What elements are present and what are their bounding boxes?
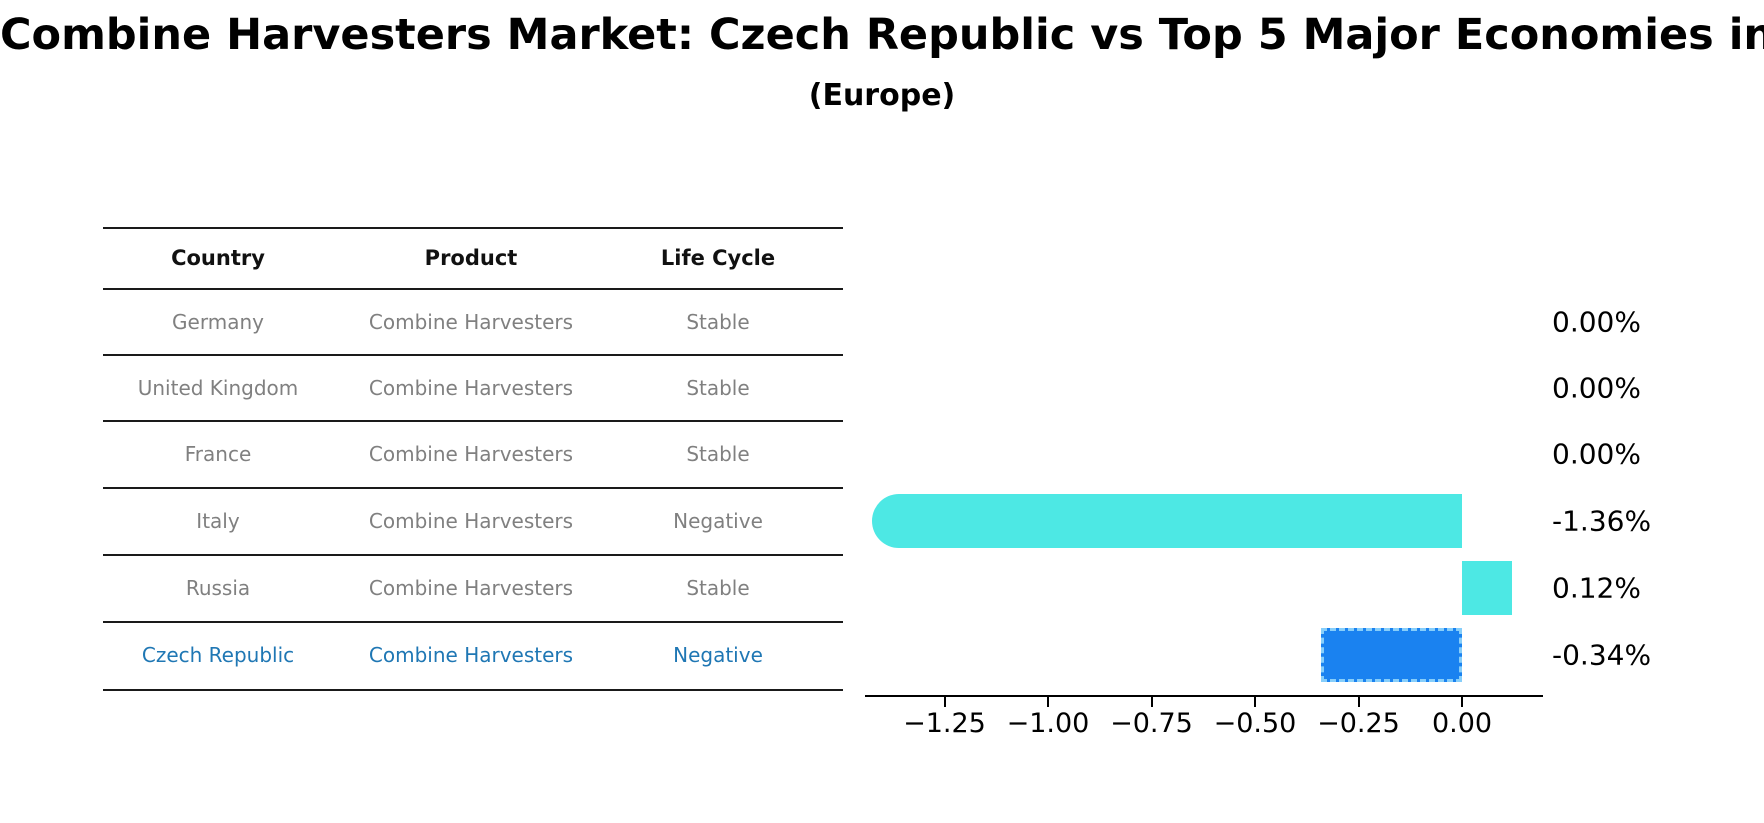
table-row-rule <box>103 554 843 556</box>
cell-life-cycle: Stable <box>686 376 750 400</box>
cell-product: Combine Harvesters <box>368 310 574 334</box>
x-axis-tick-label: −0.50 <box>1213 708 1297 739</box>
cell-product: Combine Harvesters <box>368 509 574 533</box>
table-top-rule <box>103 227 843 229</box>
cell-country: Italy <box>196 509 240 533</box>
value-label-czech-republic: -0.34% <box>1552 638 1652 672</box>
chart-subtitle: (Europe) <box>808 78 956 113</box>
cell-life-cycle: Negative <box>673 643 763 667</box>
cell-country: Germany <box>172 310 264 334</box>
x-axis-tick-label: 0.00 <box>1431 708 1493 739</box>
cell-life-cycle: Stable <box>686 442 750 466</box>
cell-country: Russia <box>185 576 251 600</box>
cell-life-cycle: Stable <box>686 310 750 334</box>
x-axis-tick <box>1150 697 1153 707</box>
bar-czech-republic <box>1321 628 1462 682</box>
x-axis-tick-label: −0.25 <box>1317 708 1400 739</box>
value-label-france: 0.00% <box>1552 437 1641 471</box>
col-header-country: Country <box>171 246 265 270</box>
bar-russia <box>1462 561 1512 615</box>
table-row-rule <box>103 621 843 623</box>
table-row-rule <box>103 487 843 489</box>
cell-product: Combine Harvesters <box>368 576 574 600</box>
cell-country: Czech Republic <box>141 643 295 667</box>
cell-life-cycle: Stable <box>686 576 750 600</box>
bar-italy <box>871 494 1462 548</box>
chart-title: Combine Harvesters Market: Czech Republi… <box>0 10 1764 60</box>
x-axis-tick <box>943 697 946 707</box>
x-axis-tick-label: −1.25 <box>903 708 986 739</box>
x-axis-tick-label: −1.00 <box>1006 708 1090 739</box>
x-axis-line <box>865 695 1543 697</box>
cell-product: Combine Harvesters <box>368 376 574 400</box>
col-header-life-cycle: Life Cycle <box>660 246 776 270</box>
x-axis-tick <box>1254 697 1256 707</box>
table-bottom-rule <box>103 689 843 691</box>
value-label-united-kingdom: 0.00% <box>1552 371 1641 405</box>
value-label-germany: 0.00% <box>1552 305 1641 339</box>
cell-life-cycle: Negative <box>673 509 763 533</box>
value-label-russia: 0.12% <box>1552 571 1641 605</box>
cell-product: Combine Harvesters <box>368 643 574 667</box>
cell-product: Combine Harvesters <box>368 442 574 466</box>
x-axis-tick-label: −0.75 <box>1110 708 1193 739</box>
table-row-rule <box>103 354 843 356</box>
table-row-rule <box>103 420 843 422</box>
col-header-product: Product <box>424 246 518 270</box>
table-header-rule <box>103 288 843 290</box>
x-axis-tick <box>1461 697 1463 707</box>
cell-country: France <box>184 442 252 466</box>
x-axis-tick <box>1357 697 1360 707</box>
cell-country: United Kingdom <box>137 376 299 400</box>
x-axis-tick <box>1047 697 1049 707</box>
value-label-italy: -1.36% <box>1552 504 1652 538</box>
